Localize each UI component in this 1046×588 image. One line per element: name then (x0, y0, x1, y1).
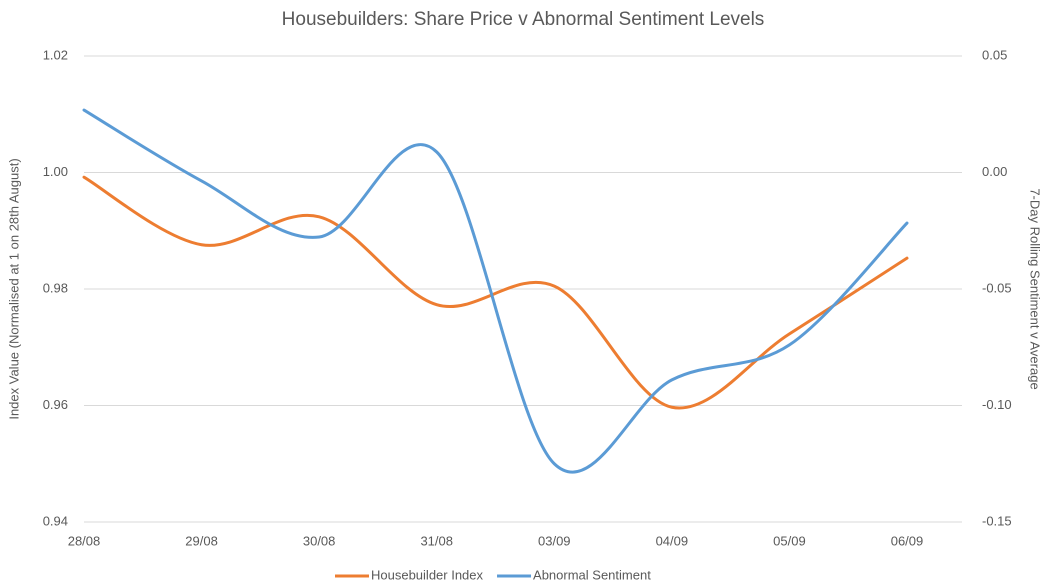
y-axis-title: Index Value (Normalised at 1 on 28th Aug… (6, 158, 21, 419)
x-tick-label: 04/09 (656, 533, 689, 548)
chart-title: Housebuilders: Share Price v Abnormal Se… (282, 9, 765, 30)
y2-tick-label: -0.15 (982, 513, 1012, 528)
x-tick-label: 30/08 (303, 533, 336, 548)
y2-tick-label: -0.05 (982, 280, 1012, 295)
x-tick-label: 31/08 (420, 533, 453, 548)
y-tick-label: 1.02 (43, 47, 68, 62)
y2-tick-label: 0.00 (982, 164, 1007, 179)
x-tick-label: 29/08 (185, 533, 218, 548)
series-line (82, 175, 909, 410)
x-tick-label: 05/09 (773, 533, 806, 548)
y2-tick-label: -0.10 (982, 397, 1012, 412)
y2-tick-label: 0.05 (982, 47, 1007, 62)
series-line (82, 108, 909, 474)
y2-axis-title: 7-Day Rolling Sentiment v Average (1028, 188, 1043, 389)
y-tick-label: 0.98 (43, 280, 68, 295)
y-tick-label: 0.96 (43, 397, 68, 412)
y-tick-label: 1.00 (43, 164, 68, 179)
y-tick-label: 0.94 (43, 513, 68, 528)
x-tick-label: 06/09 (891, 533, 924, 548)
legend-label: Abnormal Sentiment (533, 567, 651, 582)
x-tick-label: 28/08 (68, 533, 101, 548)
legend-label: Housebuilder Index (371, 567, 484, 582)
x-tick-label: 03/09 (538, 533, 571, 548)
